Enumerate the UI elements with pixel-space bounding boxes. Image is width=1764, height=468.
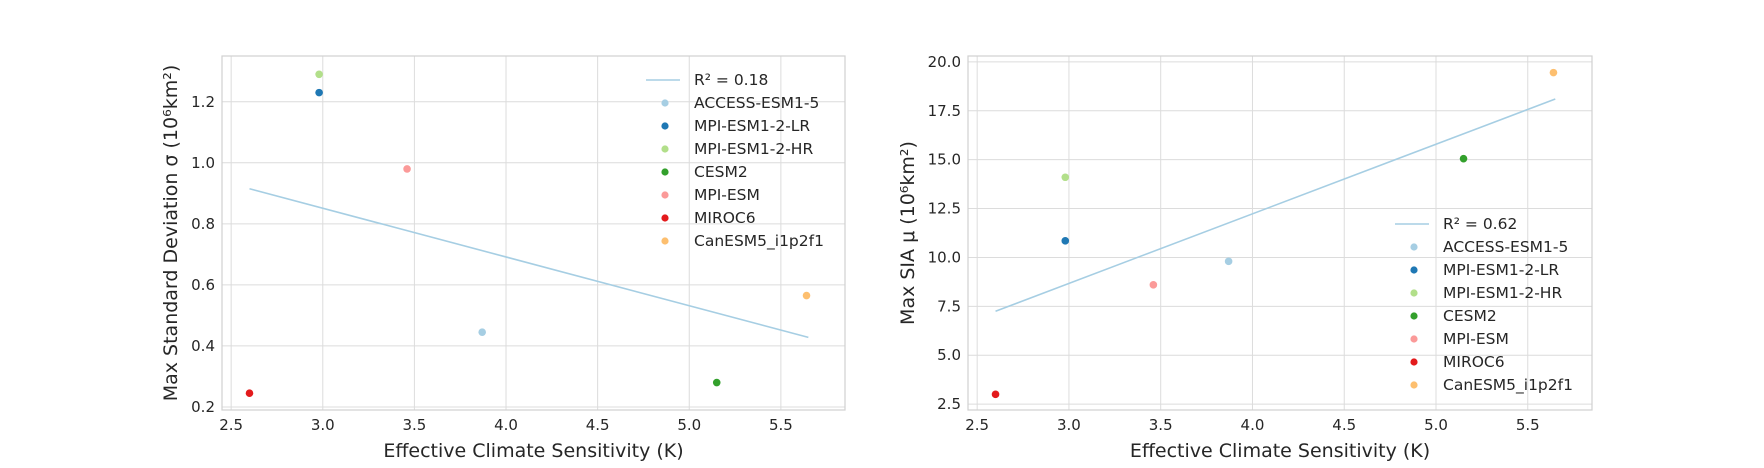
legend-marker xyxy=(661,191,669,199)
legend-label-fit: R² = 0.62 xyxy=(1443,215,1517,233)
legend-label: CanESM5_i1p2f1 xyxy=(1443,376,1573,395)
data-point-canesm5-i1p2f1 xyxy=(1549,68,1558,77)
x-tick-label: 4.5 xyxy=(1332,416,1356,434)
x-tick-label: 3.0 xyxy=(311,416,335,434)
legend-marker xyxy=(1410,381,1418,389)
x-tick-label: 2.5 xyxy=(219,416,243,434)
y-tick-label: 1.2 xyxy=(191,93,215,111)
legend: R² = 0.62 ACCESS-ESM1-5 MPI-ESM1-2-LR MPI-E… xyxy=(1395,215,1573,395)
legend: R² = 0.18 ACCESS-ESM1-5 MPI-ESM1-2-LR MPI-E… xyxy=(646,71,824,251)
data-point-canesm5-i1p2f1 xyxy=(802,291,811,300)
legend-marker xyxy=(1410,335,1418,343)
data-point-mpi-esm xyxy=(1149,281,1158,289)
y-tick-label: 15.0 xyxy=(928,151,961,169)
legend-label-fit: R² = 0.18 xyxy=(694,71,768,89)
legend-label: MPI-ESM1-2-HR xyxy=(1443,284,1562,302)
x-tick-label: 3.5 xyxy=(402,416,426,434)
y-tick-label: 1.0 xyxy=(191,154,215,172)
data-point-cesm2 xyxy=(1459,154,1468,163)
x-tick-label: 4.5 xyxy=(586,416,610,434)
legend-marker xyxy=(1410,266,1418,274)
y-tick-label: 2.5 xyxy=(937,395,961,413)
data-point-mpi-esm1-2-hr xyxy=(315,70,323,79)
x-axis-label: Effective Climate Sensitivity (K) xyxy=(1130,440,1430,462)
y-tick-label: 5.0 xyxy=(937,346,961,364)
legend-marker xyxy=(1410,358,1418,366)
legend-label: MIROC6 xyxy=(1443,353,1505,371)
y-tick-label: 0.6 xyxy=(191,276,215,294)
data-point-cesm2 xyxy=(712,378,721,387)
legend-label: CESM2 xyxy=(694,163,748,181)
y-tick-label: 0.2 xyxy=(191,398,215,416)
x-tick-label: 5.5 xyxy=(1516,416,1540,434)
x-tick-label: 5.0 xyxy=(677,416,701,434)
legend-marker xyxy=(661,99,669,107)
y-tick-label: 10.0 xyxy=(928,248,961,266)
plot-frame xyxy=(221,55,846,411)
y-tick-label: 20.0 xyxy=(928,53,961,71)
legend-label: MPI-ESM1-2-LR xyxy=(1443,261,1559,279)
x-axis-label: Effective Climate Sensitivity (K) xyxy=(383,440,683,462)
data-point-mpi-esm1-2-hr xyxy=(1061,173,1070,182)
legend-label: CanESM5_i1p2f1 xyxy=(694,232,824,251)
legend-label: MPI-ESM xyxy=(694,186,760,204)
data-point-access-esm1-5 xyxy=(1224,257,1233,266)
x-tick-label: 3.0 xyxy=(1057,416,1081,434)
legend-marker xyxy=(661,168,669,176)
plot-frame xyxy=(967,55,1593,411)
legend-marker xyxy=(661,145,669,153)
x-tick-label: 4.0 xyxy=(494,416,518,434)
legend-marker xyxy=(1410,243,1418,251)
chart-panel-1: 2.5 3.0 3.5 4.0 4.5 5.0 5.5 0.2 0.4 0.6 0.8 1.0 1.2 E… xyxy=(160,55,846,462)
y-axis-label: Max Standard Deviation σ (10⁶km²) xyxy=(160,65,182,402)
x-tick-label: 5.0 xyxy=(1424,416,1448,434)
legend-label: MIROC6 xyxy=(694,209,756,227)
legend-marker xyxy=(661,214,669,222)
regression-line xyxy=(995,98,1556,312)
chart-panel-2: 2.5 3.0 3.5 4.0 4.5 5.0 5.5 2.5 5.0 7.5 10.0 12.5 15… xyxy=(897,53,1593,462)
legend-marker xyxy=(1410,312,1418,320)
y-tick-label: 0.4 xyxy=(191,337,215,355)
y-axis-label: Max SIA μ (10⁶km²) xyxy=(897,141,919,325)
x-tick-label: 4.0 xyxy=(1241,416,1265,434)
data-point-miroc6 xyxy=(991,390,1000,399)
data-point-mpi-esm1-2-lr xyxy=(1061,237,1070,245)
x-tick-label: 3.5 xyxy=(1149,416,1173,434)
regression-line xyxy=(249,187,809,339)
x-tick-label: 2.5 xyxy=(965,416,989,434)
data-point-access-esm1-5 xyxy=(478,328,486,336)
legend-label: ACCESS-ESM1-5 xyxy=(694,94,819,112)
y-tick-label: 12.5 xyxy=(928,200,961,218)
data-point-miroc6 xyxy=(245,389,254,398)
legend-label: MPI-ESM xyxy=(1443,330,1509,348)
legend-marker xyxy=(661,122,669,130)
legend-label: ACCESS-ESM1-5 xyxy=(1443,238,1568,256)
data-point-mpi-esm xyxy=(403,165,411,173)
legend-label: MPI-ESM1-2-LR xyxy=(694,117,810,135)
y-tick-label: 7.5 xyxy=(937,297,961,315)
legend-label: MPI-ESM1-2-HR xyxy=(694,140,813,158)
y-tick-label: 17.5 xyxy=(928,102,961,120)
x-tick-label: 5.5 xyxy=(769,416,793,434)
y-tick-label: 0.8 xyxy=(191,215,215,233)
data-point-mpi-esm1-2-lr xyxy=(315,88,323,97)
legend-marker xyxy=(1410,289,1418,297)
legend-label: CESM2 xyxy=(1443,307,1497,325)
legend-marker xyxy=(661,237,669,245)
